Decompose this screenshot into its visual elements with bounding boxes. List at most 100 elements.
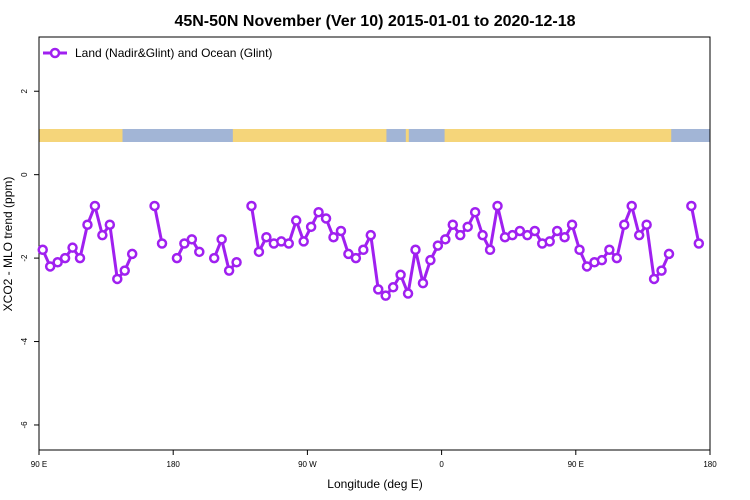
data-point xyxy=(82,219,93,230)
data-point xyxy=(611,252,623,264)
map-land-block xyxy=(444,129,672,142)
data-point xyxy=(52,257,63,268)
data-point xyxy=(126,248,138,260)
y-tick-label: -4 xyxy=(20,337,29,345)
data-point xyxy=(37,244,48,256)
data-point xyxy=(544,236,555,247)
data-point xyxy=(358,244,369,256)
y-axis: 2 0 -2 -4 -6 xyxy=(20,88,39,429)
data-point xyxy=(246,200,257,212)
data-point xyxy=(417,277,429,289)
x-tick-label: 180 xyxy=(703,460,717,469)
data-point xyxy=(179,238,190,249)
data-point xyxy=(648,273,660,285)
map-strip-land xyxy=(39,129,672,142)
data-point xyxy=(290,215,302,226)
data-point xyxy=(574,244,585,256)
y-tick-label: 0 xyxy=(20,172,29,177)
map-land-block xyxy=(232,129,387,142)
data-point xyxy=(432,240,444,251)
y-axis-label: XCO2 - MLO trend (ppm) xyxy=(1,177,15,312)
data-point xyxy=(633,229,645,241)
data-point xyxy=(484,244,496,256)
data-point xyxy=(350,252,362,264)
data-point xyxy=(492,200,503,212)
data-point xyxy=(372,284,384,295)
data-point xyxy=(596,254,608,266)
data-point xyxy=(663,248,675,260)
data-point xyxy=(380,290,391,301)
data-point xyxy=(171,252,183,264)
data-point xyxy=(194,246,205,258)
legend-label: Land (Nadir&Glint) and Ocean (Glint) xyxy=(75,46,272,60)
data-point xyxy=(559,231,570,243)
data-point xyxy=(89,200,101,212)
data-point xyxy=(186,234,198,245)
data-point xyxy=(313,206,324,218)
map-strip xyxy=(39,129,710,142)
data-point xyxy=(462,221,473,233)
data-point xyxy=(395,269,406,281)
data-point xyxy=(216,234,227,245)
chart-title: 45N-50N November (Ver 10) 2015-01-01 to … xyxy=(174,13,575,30)
x-tick-label: 90 E xyxy=(31,460,47,469)
data-point xyxy=(425,254,436,266)
data-point xyxy=(529,225,541,237)
data-point xyxy=(112,273,123,285)
map-land-block xyxy=(39,129,123,142)
data-point xyxy=(604,244,615,256)
data-point xyxy=(156,238,168,249)
data-point xyxy=(402,288,414,299)
series-line xyxy=(212,237,238,273)
data-point xyxy=(656,265,667,276)
data-point xyxy=(626,200,637,212)
x-axis-label: Longitude (deg E) xyxy=(327,477,422,491)
data-point xyxy=(551,225,563,237)
data-point xyxy=(454,229,466,241)
data-point xyxy=(686,200,697,212)
data-point xyxy=(440,234,451,245)
data-point xyxy=(507,229,518,241)
data-point xyxy=(59,252,71,264)
map-land-block xyxy=(405,129,409,142)
data-point xyxy=(693,238,705,249)
x-tick-label: 90 W xyxy=(298,460,317,469)
data-point xyxy=(581,261,593,272)
data-point xyxy=(469,206,481,218)
data-point xyxy=(261,231,272,243)
data-point xyxy=(208,252,220,264)
series-line xyxy=(41,204,134,281)
data-point xyxy=(566,219,578,230)
data-point xyxy=(328,231,339,243)
x-axis: 90 E 180 90 W 0 90 E 180 xyxy=(31,450,717,469)
data-point xyxy=(223,265,235,276)
data-point xyxy=(365,229,377,241)
data-point xyxy=(477,229,488,241)
data-point xyxy=(335,225,347,237)
x-tick-label: 0 xyxy=(439,460,444,469)
data-point xyxy=(619,219,630,230)
plot-frame xyxy=(38,36,711,451)
data-point xyxy=(283,238,295,249)
legend-marker-swatch xyxy=(49,47,61,59)
data-point xyxy=(253,246,265,258)
data-point xyxy=(298,236,309,247)
data-point xyxy=(67,242,78,253)
data-point xyxy=(305,221,317,233)
data-point xyxy=(74,252,86,264)
y-tick-label: 2 xyxy=(20,88,29,93)
series-line xyxy=(689,205,701,244)
data-point xyxy=(410,244,421,256)
data-point xyxy=(44,261,56,272)
legend: Land (Nadir&Glint) and Ocean (Glint) xyxy=(43,46,272,60)
data-point xyxy=(447,219,459,230)
data-point xyxy=(119,265,130,276)
data-point xyxy=(149,200,160,212)
data-point xyxy=(387,282,399,293)
data-point xyxy=(641,219,652,230)
data-point xyxy=(104,219,116,230)
data-point xyxy=(97,229,108,241)
data-point xyxy=(231,257,242,268)
series-layer xyxy=(37,200,705,301)
